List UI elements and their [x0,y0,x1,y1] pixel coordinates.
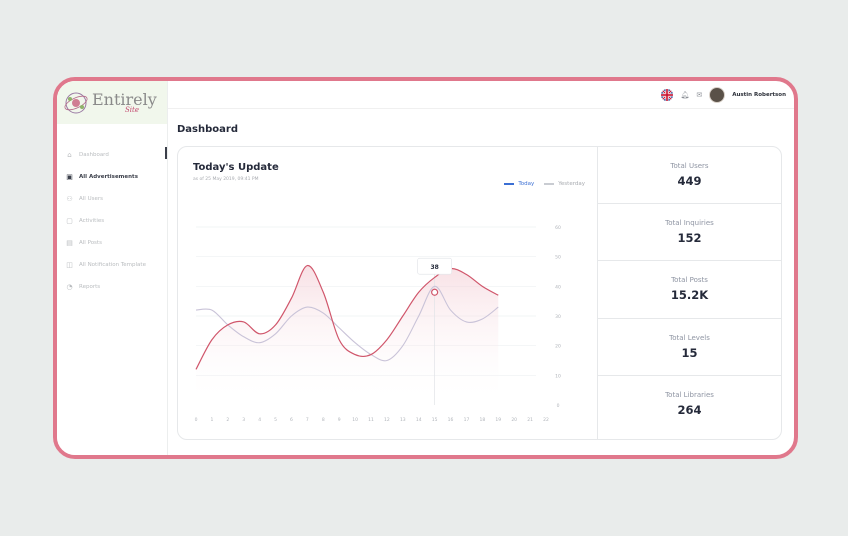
y-tick-label: 40 [555,284,561,290]
x-tick-label: 4 [258,417,261,423]
sidebar-item-label: All Advertisements [79,174,138,180]
brand-sub: Site [125,106,139,114]
avatar[interactable] [709,86,726,103]
page-title: Dashboard [177,124,238,135]
stat-label: Total Levels [669,333,710,342]
sidebar-item-all-posts[interactable]: ▤ All Posts [57,232,167,254]
stat-label: Total Users [670,162,709,171]
x-tick-label: 8 [322,417,325,423]
reports-icon: ◔ [66,283,73,291]
x-tick-label: 1 [210,417,213,423]
x-tick-label: 7 [306,417,309,423]
stat-total-levels[interactable]: Total Levels 15 [598,319,781,376]
x-tick-label: 11 [368,417,374,423]
series-yesterday-line [195,285,499,362]
tooltip-value: 38 [430,264,438,271]
sidebar-item-all-notification-template[interactable]: ◫ All Notification Template [57,254,167,276]
mail-icon[interactable]: ✉ [696,90,703,99]
top-bar: 🔔︎ ✉ Austin Robertson [168,81,794,109]
x-tick-label: 20 [511,417,517,423]
active-indicator [165,147,167,159]
y-tick-label: 30 [555,314,561,320]
legend-today-label: Today [518,181,535,187]
y-tick-label: 50 [555,255,561,261]
chart-subtitle: as of 25 May 2019, 09:41 PM [193,177,259,182]
brand-logo[interactable]: Entirely Site [57,81,167,124]
stat-label: Total Posts [671,276,708,285]
x-tick-label: 10 [352,417,358,423]
x-tick-label: 0 [195,417,198,423]
legend-yesterday[interactable]: Yesterday [544,181,585,187]
uk-flag-icon[interactable] [661,88,674,101]
stat-value: 152 [677,231,702,246]
logo-emblem-icon [64,92,88,113]
sidebar-item-all-advertisements[interactable]: ▣ All Advertisements [57,166,167,188]
x-tick-label: 9 [338,417,341,423]
sidebar-item-reports[interactable]: ◔ Reports [57,276,167,298]
user-name[interactable]: Austin Robertson [732,91,786,98]
x-tick-label: 12 [384,417,390,423]
users-icon: ⚇ [66,195,73,203]
stat-label: Total Inquiries [665,219,714,228]
sidebar-item-label: All Notification Template [79,262,146,268]
stat-total-inquiries[interactable]: Total Inquiries 152 [598,204,781,262]
notification-icon: ◫ [66,261,73,269]
x-tick-label: 2 [226,417,229,423]
home-icon: ⌂ [67,151,72,159]
x-tick-label: 21 [527,417,533,423]
y-tick-label: 60 [555,225,561,231]
app-window: Entirely Site ⌂ Dashboard ▣ All Advertis… [53,77,798,459]
sidebar-item-dashboard[interactable]: ⌂ Dashboard [57,144,167,166]
tooltip-box [417,257,452,275]
x-tick-label: 15 [432,417,438,423]
sidebar-item-label: All Posts [79,240,102,246]
dashboard-card: Today's Update as of 25 May 2019, 09:41 … [177,146,782,440]
x-tick-label: 3 [242,417,245,423]
sidebar-item-label: All Users [79,196,103,202]
sidebar-item-label: Activities [79,218,105,224]
legend-yesterday-swatch [544,183,555,185]
x-tick-label: 14 [416,417,422,423]
y-tick-label: 20 [555,344,561,350]
stats-panel: Total Users 449 Total Inquiries 152 Tota… [598,147,781,439]
today-area [196,265,499,405]
sidebar-item-all-users[interactable]: ⚇ All Users [57,188,167,210]
stat-value: 15.2K [670,288,709,303]
stat-value: 15 [681,345,698,360]
sidebar-item-label: Dashboard [79,152,109,158]
x-tick-label: 19 [495,417,501,423]
y-tick-label: 10 [555,373,561,379]
stat-value: 264 [677,403,702,418]
sidebar-nav: ⌂ Dashboard ▣ All Advertisements ⚇ All U… [57,144,167,298]
update-chart-panel: Today's Update as of 25 May 2019, 09:41 … [178,147,598,439]
legend-today-swatch [504,183,515,185]
x-tick-label: 5 [274,417,277,423]
brand-name: Entirely [92,90,157,109]
bell-icon[interactable]: 🔔︎ [680,90,690,99]
activity-icon: ▢ [66,217,73,225]
x-tick-label: 6 [290,417,293,423]
x-tick-label: 18 [479,417,485,423]
x-tick-label: 22 [543,417,549,423]
stat-total-libraries[interactable]: Total Libraries 264 [598,376,781,433]
y-tick-label: 0 [557,403,560,409]
stat-total-users[interactable]: Total Users 449 [598,147,781,205]
sidebar: Entirely Site ⌂ Dashboard ▣ All Advertis… [57,81,168,455]
stat-value: 449 [677,174,702,189]
x-tick-label: 16 [448,417,454,423]
sidebar-item-activities[interactable]: ▢ Activities [57,210,167,232]
x-tick-label: 13 [400,417,406,423]
posts-icon: ▤ [66,239,73,247]
chart-title: Today's Update [193,162,279,173]
legend-yesterday-label: Yesterday [558,181,585,187]
sidebar-item-label: Reports [79,284,101,290]
legend-today[interactable]: Today [504,181,534,187]
image-icon: ▣ [66,173,73,181]
x-tick-label: 17 [464,417,470,423]
tooltip-point [431,288,439,296]
chart-legend: Today Yesterday [504,181,585,187]
stat-total-posts[interactable]: Total Posts 15.2K [598,261,781,319]
stat-label: Total Libraries [665,391,714,400]
